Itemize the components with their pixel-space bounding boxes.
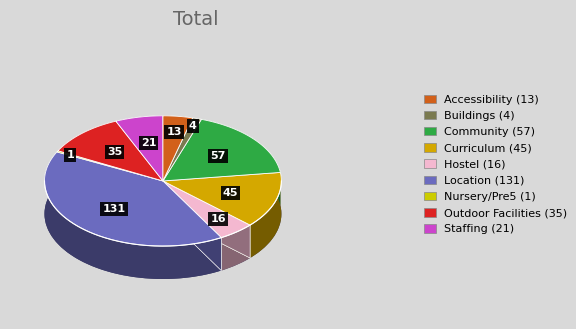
Text: 21: 21 bbox=[141, 138, 156, 148]
Polygon shape bbox=[221, 225, 250, 270]
Polygon shape bbox=[116, 116, 163, 181]
Polygon shape bbox=[163, 172, 282, 225]
Polygon shape bbox=[44, 152, 221, 246]
Text: Total: Total bbox=[173, 10, 219, 29]
Legend: Accessibility (13), Buildings (4), Community (57), Curriculum (45), Hostel (16),: Accessibility (13), Buildings (4), Commu… bbox=[425, 94, 567, 235]
Text: 13: 13 bbox=[166, 127, 182, 138]
Text: 131: 131 bbox=[103, 204, 126, 214]
Text: 4: 4 bbox=[189, 121, 197, 131]
Polygon shape bbox=[163, 116, 192, 181]
Polygon shape bbox=[163, 116, 192, 151]
Polygon shape bbox=[116, 116, 163, 154]
Polygon shape bbox=[58, 121, 116, 184]
Polygon shape bbox=[163, 118, 202, 181]
Polygon shape bbox=[192, 118, 202, 152]
Ellipse shape bbox=[44, 149, 282, 279]
Polygon shape bbox=[163, 181, 250, 258]
Polygon shape bbox=[163, 181, 250, 258]
Text: 1: 1 bbox=[66, 150, 74, 160]
Polygon shape bbox=[202, 119, 281, 205]
Text: 45: 45 bbox=[223, 188, 238, 198]
Polygon shape bbox=[163, 181, 221, 270]
Polygon shape bbox=[58, 121, 163, 181]
Text: 57: 57 bbox=[210, 151, 226, 161]
Polygon shape bbox=[163, 181, 221, 270]
Polygon shape bbox=[44, 152, 221, 279]
Polygon shape bbox=[163, 181, 250, 238]
Text: 35: 35 bbox=[107, 147, 122, 157]
Polygon shape bbox=[57, 151, 163, 181]
Text: 16: 16 bbox=[210, 214, 226, 224]
Polygon shape bbox=[250, 172, 282, 258]
Polygon shape bbox=[163, 119, 281, 181]
Polygon shape bbox=[57, 151, 58, 185]
